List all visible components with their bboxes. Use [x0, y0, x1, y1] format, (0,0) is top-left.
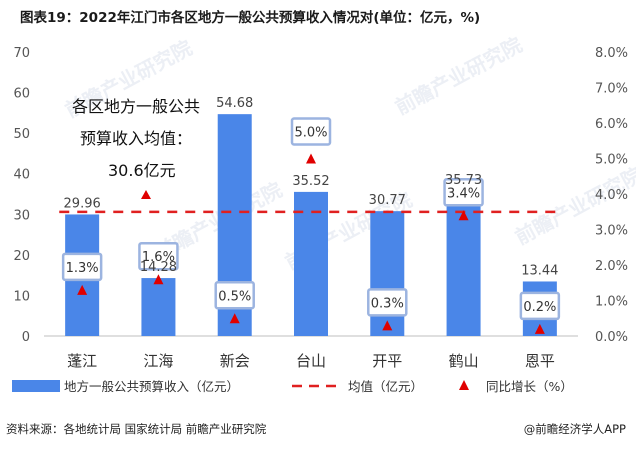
growth-marker: [534, 323, 545, 334]
y-right-tick-label: 5.0%: [595, 153, 628, 168]
annotation-marker: [141, 190, 151, 199]
legend-group: 地方一般公共预算收入（亿元） 均值（亿元） 同比增长（%）: [12, 379, 573, 394]
bar-value-label: 35.73: [445, 173, 482, 188]
growth-marker: [306, 153, 316, 164]
growth-label-box: [443, 178, 484, 207]
growth-label-box: [519, 291, 561, 321]
y-left-tick-label: 30: [13, 208, 30, 223]
annotation-line: 预算收入均值：: [80, 129, 192, 148]
axes-group: 0 10 20 30 40 50 60 70 0.0% 1.0% 2.0% 3.0% 4.0% 5.0% 6…: [13, 46, 628, 370]
x-category-label: 蓬江: [67, 352, 97, 370]
y-left-tick-label: 50: [13, 127, 30, 142]
chart-title: 图表19：2022年江门市各区地方一般公共预算收入情况对(单位：亿元，%): [20, 10, 481, 26]
bar: [370, 211, 405, 336]
legend-label-avg: 均值（亿元）: [348, 379, 423, 394]
growth-label-box: [61, 252, 103, 282]
growth-label-box: [214, 281, 255, 310]
y-right-tick-label: 0.0%: [595, 330, 628, 345]
bar-value-label: 35.52: [292, 174, 329, 189]
growth-label-box: [290, 117, 332, 146]
growth-label-text: 1.3%: [66, 261, 99, 276]
bar-value-label: 29.96: [64, 196, 101, 211]
watermark-group: 前瞻产业研究院前瞻产业研究院前瞻产业研究院前瞻产业研究院前瞻产业研究院: [61, 32, 636, 274]
legend-label-bar: 地方一般公共预算收入（亿元）: [64, 379, 239, 394]
x-category-label: 江海: [143, 352, 173, 370]
watermark-text: 前瞻产业研究院: [391, 32, 526, 119]
bar-value-label: 30.77: [369, 193, 406, 208]
x-category-label: 鹤山: [449, 352, 479, 370]
x-category-label: 新会: [220, 352, 250, 370]
source-note: 资料来源：各地统计局 国家统计局 前瞻产业研究院: [6, 422, 267, 436]
growth-label-text: 3.4%: [447, 186, 480, 201]
growth-markers-group: 1.3% 1.6% 0.5% 5.0% 0.3% 3.4% 0.2%: [61, 117, 561, 334]
y-left-tick-label: 20: [13, 249, 30, 264]
growth-label-text: 5.0%: [294, 126, 327, 141]
data-labels-group: 29.96 14.28 54.68 35.52 30.77 35.73 13.44: [64, 96, 559, 278]
x-category-label: 开平: [372, 352, 402, 370]
y-right-tick-label: 2.0%: [595, 259, 628, 274]
y-left-tick-label: 40: [13, 168, 30, 183]
growth-label-text: 1.6%: [142, 250, 175, 265]
annotation-line: 各区地方一般公共: [72, 97, 200, 116]
y-right-tick-label: 1.0%: [595, 295, 628, 310]
growth-marker: [229, 313, 240, 324]
legend-swatch-growth: [459, 380, 469, 390]
growth-label-text: 0.5%: [218, 289, 251, 304]
legend-label-growth: 同比增长（%）: [486, 379, 573, 394]
growth-label-box: [138, 241, 179, 271]
y-right-tick-label: 4.0%: [595, 188, 628, 203]
x-category-label: 恩平: [525, 352, 555, 370]
growth-label-box: [367, 288, 408, 317]
y-right-tick-label: 8.0%: [595, 46, 628, 61]
brand-label: @前瞻经济学人APP: [523, 422, 626, 436]
y-right-tick-label: 6.0%: [595, 117, 628, 132]
growth-label-text: 0.3%: [371, 296, 404, 311]
title-row: 图表19：2022年江门市各区地方一般公共预算收入情况对(单位：亿元，%): [0, 0, 636, 34]
y-left-tick-label: 60: [13, 87, 30, 102]
growth-marker: [382, 320, 393, 331]
bar-value-label: 13.44: [521, 263, 558, 278]
growth-label-text: 0.2%: [523, 300, 556, 315]
legend-swatch-bar: [12, 380, 60, 392]
y-right-tick-label: 3.0%: [595, 224, 628, 239]
x-category-label: 台山: [296, 352, 326, 370]
y-left-tick-label: 0: [22, 330, 30, 345]
y-left-tick-label: 70: [13, 46, 30, 61]
brand-note: @前瞻经济学人APP: [524, 421, 626, 437]
growth-marker: [458, 210, 469, 221]
bar-value-label: 54.68: [216, 96, 253, 111]
bar: [294, 191, 328, 336]
annotation-line: 30.6亿元: [108, 161, 176, 180]
bar-value-label: 14.28: [140, 260, 177, 275]
y-right-tick-label: 7.0%: [595, 82, 628, 97]
growth-marker: [153, 274, 164, 285]
growth-marker: [77, 284, 88, 295]
y-left-tick-label: 10: [13, 289, 30, 304]
bar: [141, 278, 176, 336]
